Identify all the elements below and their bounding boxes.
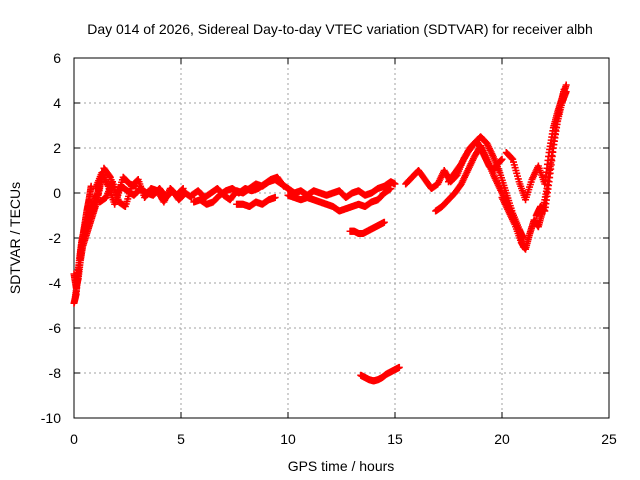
y-tick-label: -8 [49, 365, 62, 381]
data-point [562, 88, 570, 96]
axis-ticks [73, 57, 610, 419]
y-tick-label: -2 [49, 230, 62, 246]
data-point [178, 185, 186, 193]
data-point [98, 175, 106, 183]
y-axis-label: SDTVAR / TECUs [7, 182, 23, 294]
data-point [179, 185, 187, 192]
series-dip-1330 [346, 218, 388, 237]
data-point [508, 154, 516, 162]
y-tick-label: -4 [49, 275, 62, 291]
series-middle-d [284, 185, 395, 215]
y-tick-label: -6 [49, 320, 62, 336]
series-middle-c [284, 178, 399, 201]
data-point [280, 182, 288, 190]
data-point [96, 183, 104, 191]
data-point [395, 363, 403, 371]
data-point [97, 179, 105, 187]
x-tick-label: 10 [280, 431, 296, 447]
y-tick-labels: -10 -8 -6 -4 -2 0 2 4 6 [41, 50, 61, 426]
y-tick-label: -10 [41, 410, 61, 426]
series-late-f [532, 88, 570, 219]
data-point [132, 182, 140, 190]
y-tick-label: 2 [53, 140, 61, 156]
data-point [562, 81, 570, 89]
data-points [70, 81, 570, 385]
data-point [498, 155, 506, 163]
x-tick-label: 15 [387, 431, 403, 447]
data-point [279, 181, 287, 189]
y-tick-label: 0 [53, 185, 61, 201]
data-point [391, 180, 399, 188]
data-point [387, 185, 395, 192]
x-tick-label: 25 [601, 431, 617, 447]
data-point [94, 194, 102, 201]
series-middle-b [190, 173, 288, 208]
data-point [94, 190, 102, 198]
x-axis-label: GPS time / hours [288, 458, 395, 474]
series-early-band-b [96, 176, 187, 210]
x-tick-label: 20 [494, 431, 510, 447]
data-point [380, 218, 388, 226]
x-tick-labels: 0 5 10 15 20 25 [70, 431, 617, 447]
chart-title: Day 014 of 2026, Sidereal Day-to-day VTE… [87, 21, 593, 37]
data-point [106, 172, 114, 180]
series-middle-e [233, 194, 279, 210]
series-early-band-c [89, 164, 140, 215]
data-point [98, 172, 106, 180]
y-tick-label: 4 [53, 95, 61, 111]
data-point [95, 186, 103, 194]
x-tick-label: 0 [70, 431, 78, 447]
x-tick-label: 5 [177, 431, 185, 447]
data-point [271, 194, 279, 201]
y-tick-label: 6 [53, 50, 61, 66]
series-outlier-1400 [357, 363, 403, 385]
